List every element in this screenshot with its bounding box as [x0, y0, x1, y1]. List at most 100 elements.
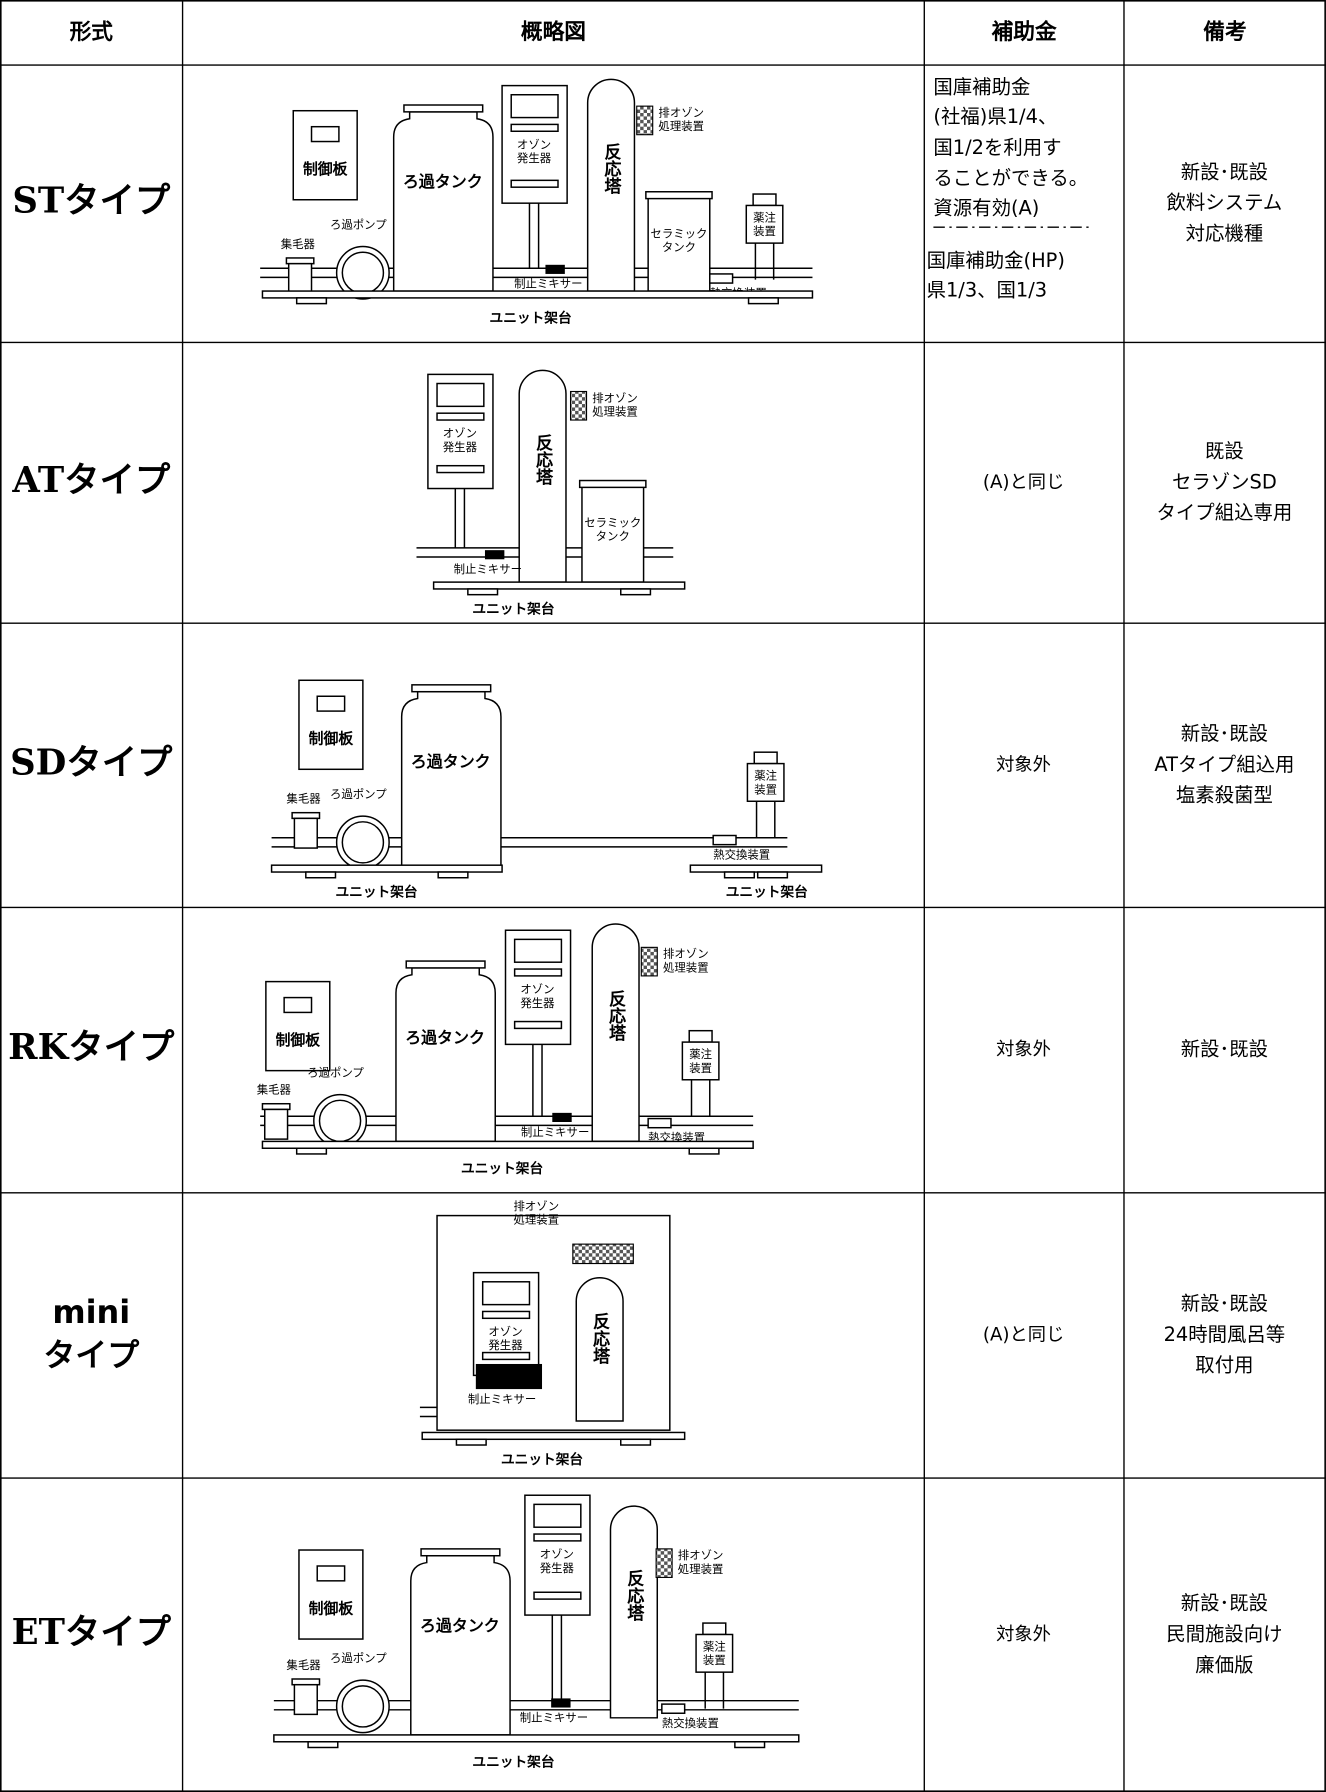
note-text: 取付用: [1195, 1354, 1253, 1377]
note-text: 新設･既設: [1181, 1592, 1268, 1615]
ozone-label: オゾン: [517, 137, 551, 151]
note-text: ATタイプ組込用: [1154, 753, 1294, 776]
type-label: タイプ: [43, 1336, 139, 1374]
unit-base: [261, 290, 814, 299]
note-text: 新設･既設: [1181, 1038, 1268, 1061]
exhaust-label: 処理装置: [514, 1213, 560, 1227]
chem-cap: [753, 751, 778, 765]
base-label: ユニット架台: [501, 1451, 583, 1468]
tower-label: 反応塔: [605, 990, 626, 1042]
ozone-label: オゾン: [540, 1547, 574, 1561]
exhaust-label: 処理装置: [678, 1562, 724, 1576]
unit-base: [261, 1140, 754, 1149]
base-foot: [437, 871, 469, 879]
exhaust-label: 排オゾン: [678, 1548, 724, 1562]
unit-base: [432, 581, 686, 590]
collector-label: 集毛器: [281, 237, 316, 251]
ozone-slot: [436, 464, 485, 474]
chem-label: 装置: [754, 782, 777, 796]
base-label: ユニット架台: [726, 884, 808, 901]
exhaust-unit: [636, 105, 654, 136]
note-text: 24時間風呂等: [1164, 1323, 1286, 1346]
ceramic-label: セラミック: [650, 226, 707, 240]
exhaust-label: 排オゾン: [658, 105, 704, 119]
ozone-display: [481, 1281, 531, 1306]
filter-tank: [410, 1554, 511, 1736]
ozone-label: 発生器: [443, 440, 478, 454]
base-foot: [723, 871, 756, 879]
base-foot: [467, 588, 499, 596]
header-cell: 補助金: [991, 19, 1057, 45]
control-label: 制御板: [303, 160, 348, 178]
control-label: 制御板: [309, 1599, 354, 1617]
note-text: タイプ組込専用: [1157, 501, 1293, 524]
heat-exchanger: [709, 273, 734, 284]
collector-label: 集毛器: [286, 791, 321, 805]
type-label: mini: [52, 1293, 130, 1331]
chem-cap: [752, 193, 777, 207]
exhaust-label: 排オゾン: [514, 1199, 560, 1213]
base-label: ユニット架台: [472, 601, 554, 618]
heat-exchanger: [712, 834, 737, 846]
base-label: ユニット架台: [472, 1753, 554, 1770]
tower-label: 反応塔: [532, 434, 553, 486]
mixer-label: 制止ミキサー: [521, 1125, 589, 1139]
tank-lid: [420, 1548, 501, 1557]
base-foot: [455, 1438, 487, 1446]
chem-cap: [702, 1622, 727, 1636]
pump-inner: [341, 251, 385, 295]
subsidy-text: 対象外: [996, 754, 1051, 775]
collector: [293, 817, 318, 849]
base-foot: [295, 1147, 328, 1155]
mixer: [552, 1112, 572, 1122]
pump-inner: [341, 1685, 385, 1728]
collector: [293, 1683, 318, 1716]
ozone-slot: [436, 412, 485, 421]
ozone-slot: [533, 1591, 582, 1600]
chem-label: 装置: [703, 1653, 726, 1667]
note-text: 飲料システム: [1167, 191, 1283, 214]
tank-label: ろ過タンク: [405, 1028, 485, 1047]
note-text: 既設: [1205, 439, 1244, 462]
exhaust-unit: [640, 946, 658, 977]
ozone-label: オゾン: [443, 426, 477, 440]
subsidy-text: 資源有効(A): [933, 196, 1039, 219]
filter-tank: [392, 111, 494, 292]
note-text: 民間施設向け: [1166, 1623, 1282, 1646]
control-panel: [265, 980, 331, 1072]
header-cell: 概略図: [521, 19, 586, 45]
type-label: STタイプ: [12, 181, 171, 222]
base-foot: [620, 1438, 652, 1446]
note-text: 廉価版: [1195, 1653, 1253, 1676]
ozone-label: 発生器: [488, 1338, 523, 1352]
subsidy-text: (社福)県1/4、: [933, 105, 1057, 128]
control-window: [316, 1565, 346, 1582]
reaction-tower: [518, 369, 567, 583]
type-label: SDタイプ: [10, 742, 173, 783]
heat-exchanger: [647, 1117, 672, 1129]
type-label: ETタイプ: [12, 1612, 172, 1653]
base-foot: [734, 1741, 766, 1749]
unit-base: [421, 1431, 686, 1441]
note-text: 塩素殺菌型: [1176, 784, 1273, 807]
tower-label: 反応塔: [600, 143, 621, 195]
tank-label: ろ過タンク: [420, 1616, 500, 1635]
chem-cap: [688, 1029, 713, 1043]
subsidy-text: 対象外: [996, 1624, 1051, 1645]
base-foot: [688, 1147, 720, 1155]
control-window: [316, 695, 346, 712]
subsidy-text: ることができる。: [933, 167, 1088, 190]
unit-base: [273, 1734, 800, 1743]
base-foot: [620, 588, 652, 596]
subsidy-text: (A)と同じ: [983, 472, 1064, 493]
ozone-label: オゾン: [488, 1325, 522, 1339]
base-label: ユニット架台: [335, 884, 417, 901]
filter-tank: [400, 690, 502, 866]
note-text: 対応機種: [1186, 222, 1264, 245]
base-foot: [295, 297, 328, 305]
pump-inner: [341, 821, 385, 864]
filter-tank: [395, 967, 496, 1143]
exhaust-unit: [655, 1548, 673, 1578]
tower-label: 反応塔: [589, 1313, 610, 1365]
mixer: [551, 1698, 571, 1708]
